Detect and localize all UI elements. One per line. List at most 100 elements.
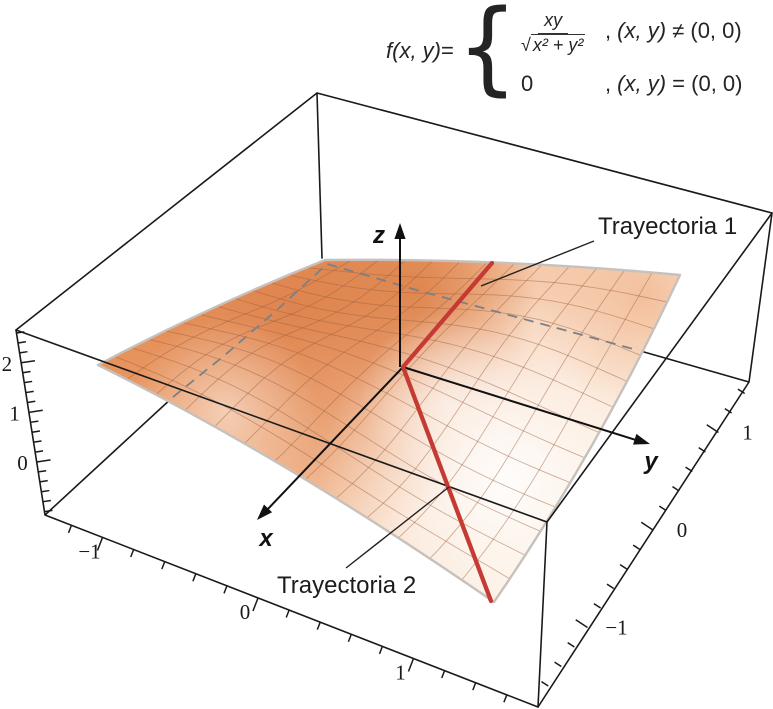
tick-mark-x	[223, 585, 228, 594]
box-edge-front	[15, 212, 773, 708]
surface-mesh	[114, 259, 668, 581]
tick-mark-z	[42, 499, 51, 503]
tick-label-y: 1	[742, 421, 753, 445]
tick-mark-y	[606, 583, 615, 590]
tick-label-y: −1	[605, 616, 627, 640]
mesh-line	[214, 260, 433, 427]
x-axis-line	[265, 366, 404, 512]
tick-mark-x	[347, 634, 352, 643]
mesh-line	[288, 274, 655, 330]
tick-mark-z	[17, 341, 27, 344]
tick-mark-x	[130, 549, 135, 558]
trajectory-2-label: Trayectoria 2	[277, 572, 416, 599]
tick-mark-x	[192, 573, 197, 582]
piecewise-formula: f(x, y) = { xy √ x² + y² , (x, y) ≠ (0, 0…	[386, 0, 743, 107]
tick-mark-y	[672, 485, 680, 492]
tick-mark-z	[19, 350, 28, 354]
zero-value: 0	[520, 71, 534, 97]
tick-mark-x	[378, 646, 384, 655]
tick-mark-x	[407, 658, 415, 672]
mesh-line	[398, 267, 598, 539]
mesh-line	[305, 263, 515, 480]
tick-mark-x	[285, 609, 290, 618]
tick-mark-y	[658, 505, 667, 512]
mesh-line	[131, 347, 526, 556]
tick-mark-z	[38, 469, 47, 473]
tick-mark-z	[20, 359, 36, 364]
radicand: x² + y²	[530, 34, 586, 56]
z-axis-arrowhead	[394, 223, 406, 239]
mesh-line	[182, 322, 571, 483]
trajectory-lines	[400, 260, 495, 604]
mesh-line	[147, 338, 541, 532]
tick-mark-x	[472, 682, 477, 691]
tick-mark-y	[575, 619, 588, 629]
axes	[257, 223, 650, 520]
tick-mark-x	[316, 621, 321, 630]
tick-mark-y	[567, 641, 575, 648]
trajectory-1-label: Trayectoria 1	[598, 213, 737, 240]
tick-label-z: 2	[2, 352, 13, 376]
mesh-line	[234, 297, 614, 408]
mesh-line	[184, 259, 406, 411]
tick-mark-z	[33, 440, 42, 443]
mesh-line	[216, 305, 600, 433]
x-axis-label: x	[257, 525, 274, 552]
tick-label-x: 1	[395, 661, 406, 685]
fraction-denominator: √ x² + y²	[520, 34, 586, 56]
radical-sign: √	[520, 35, 531, 56]
tick-label-z: 0	[17, 451, 28, 475]
tick-mark-x	[441, 670, 446, 679]
fraction: xy √ x² + y²	[520, 10, 586, 56]
tick-mark-z	[30, 420, 39, 424]
mesh-line	[244, 261, 461, 444]
y-axis-line	[402, 366, 637, 441]
case-nonzero-condition: , (x, y) ≠ (0, 0)	[605, 18, 742, 44]
formula-lhs: f(x, y)	[386, 37, 441, 63]
tick-mark-x	[252, 597, 259, 612]
mesh-line	[306, 266, 668, 303]
tick-mark-y	[724, 407, 733, 414]
tick-mark-y	[541, 680, 549, 687]
vars2: (x, y)	[617, 71, 667, 97]
case-zero: 0 , (x, y) = (0, 0)	[521, 71, 743, 97]
mesh-line	[461, 272, 653, 581]
box-front-edges	[15, 212, 773, 708]
formula-equals: =	[441, 37, 454, 63]
case-zero-condition: , (x, y) = (0, 0)	[605, 71, 743, 97]
tick-label-x: −1	[78, 540, 100, 564]
mesh-line	[274, 261, 488, 462]
fraction-numerator: xy	[538, 10, 569, 35]
surface-shade-saddle	[98, 259, 680, 602]
tick-mark-x	[161, 561, 166, 570]
tick-mark-y	[554, 661, 562, 668]
formula-cases: xy √ x² + y² , (x, y) ≠ (0, 0) 0 , (x, y)…	[521, 6, 743, 97]
surface	[96, 258, 682, 604]
tick-mark-y	[619, 563, 628, 570]
tick-label-x: 0	[240, 600, 251, 624]
mesh-line	[114, 355, 510, 580]
tick-mark-z	[35, 450, 44, 453]
tick-mark-y	[640, 521, 654, 531]
tick-mark-y	[737, 388, 746, 395]
y-axis-arrowhead	[633, 433, 650, 445]
y-axis-label: y	[643, 448, 659, 475]
tick-mark-z	[44, 509, 53, 513]
neq-rhs: ≠ (0, 0)	[666, 18, 742, 44]
tick-mark-y	[593, 602, 602, 609]
tick-mark-y	[706, 424, 719, 434]
comma: ,	[604, 18, 618, 44]
tick-mark-x	[96, 537, 104, 551]
surface-rim	[96, 258, 682, 604]
tick-mark-z	[36, 459, 51, 463]
mesh-line	[199, 313, 585, 459]
tick-mark-y	[632, 544, 641, 551]
tick-mark-y	[685, 466, 693, 473]
mesh-line	[165, 330, 556, 508]
vars: (x, y)	[617, 18, 667, 44]
brace: {	[456, 0, 518, 107]
tick-mark-z	[25, 390, 34, 394]
mesh-line	[366, 266, 570, 519]
mesh-line	[126, 259, 353, 380]
